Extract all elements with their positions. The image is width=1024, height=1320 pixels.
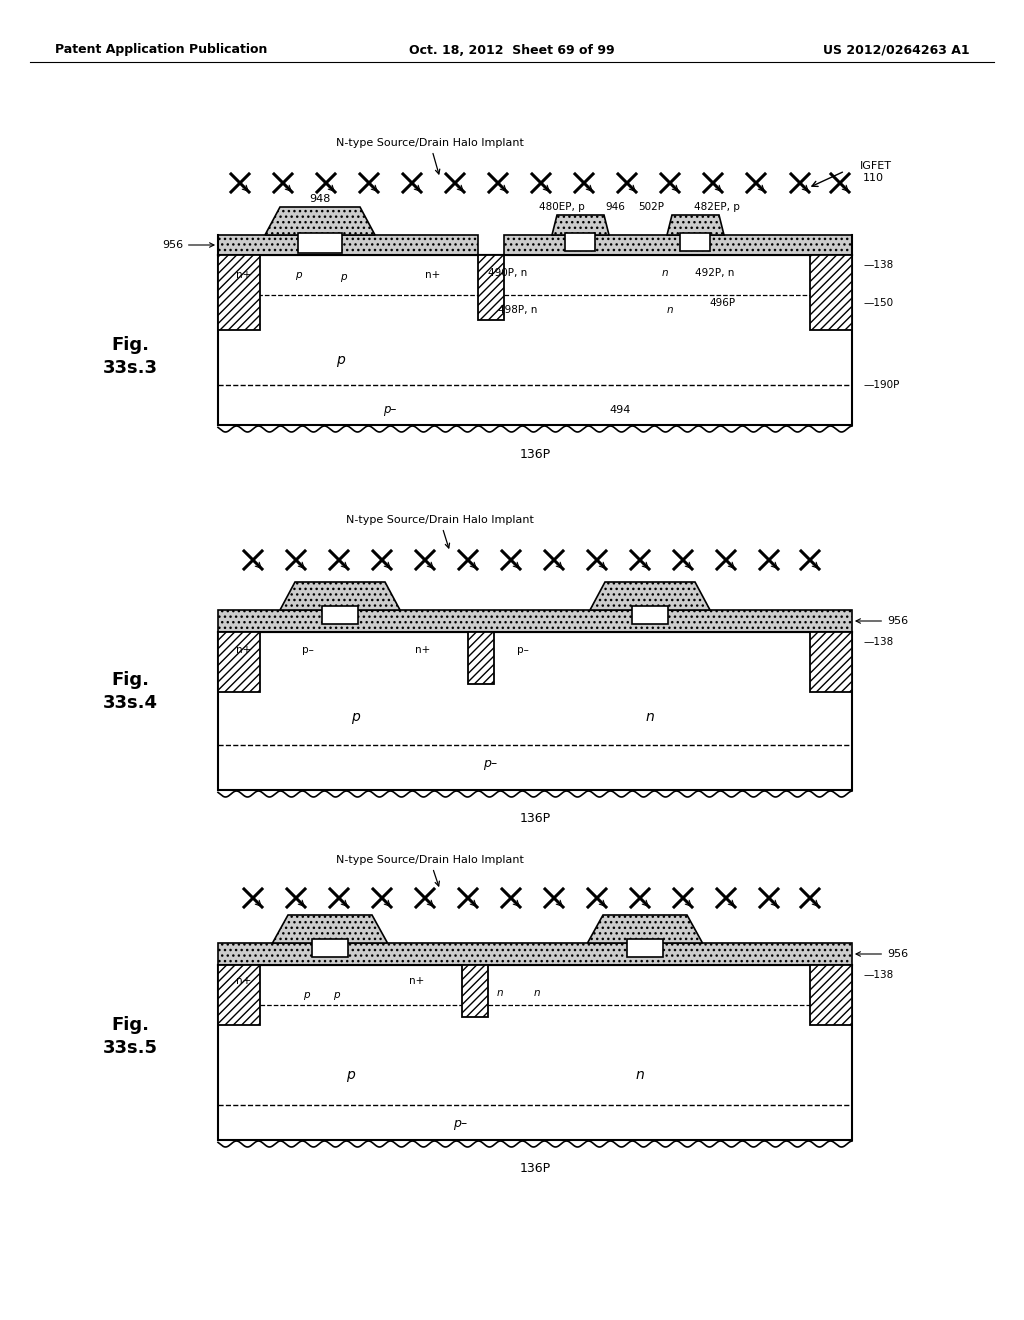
Bar <box>218 255 852 425</box>
Bar <box>680 234 710 251</box>
Text: p: p <box>350 710 359 723</box>
Text: —138: —138 <box>864 970 894 979</box>
Bar <box>322 606 358 624</box>
Text: 956: 956 <box>856 616 908 626</box>
Text: n: n <box>645 710 654 723</box>
Bar <box>218 632 852 789</box>
Text: 956: 956 <box>162 240 214 249</box>
Bar <box>298 234 342 253</box>
Bar <box>218 942 852 965</box>
Text: 480EP, p: 480EP, p <box>539 202 585 213</box>
Text: 492P, n: 492P, n <box>695 268 734 279</box>
Bar <box>810 632 852 692</box>
Text: p: p <box>340 272 346 282</box>
Text: Oct. 18, 2012  Sheet 69 of 99: Oct. 18, 2012 Sheet 69 of 99 <box>410 44 614 57</box>
Text: p–: p– <box>517 645 529 655</box>
Bar <box>218 632 260 692</box>
Text: n: n <box>662 268 669 279</box>
Text: p: p <box>336 352 344 367</box>
Text: n: n <box>534 987 541 998</box>
Polygon shape <box>265 207 375 235</box>
Text: 956: 956 <box>856 949 908 960</box>
Text: p–: p– <box>483 756 497 770</box>
Text: p: p <box>346 1068 354 1082</box>
Text: N-type Source/Drain Halo Implant: N-type Source/Drain Halo Implant <box>336 139 524 174</box>
Text: N-type Source/Drain Halo Implant: N-type Source/Drain Halo Implant <box>336 855 524 886</box>
Bar <box>218 610 852 632</box>
Text: n+: n+ <box>410 975 425 986</box>
Text: n+: n+ <box>416 645 431 655</box>
Text: 33s.4: 33s.4 <box>102 694 158 711</box>
Text: 502P: 502P <box>638 202 664 213</box>
Text: p–: p– <box>383 404 396 417</box>
Text: —138: —138 <box>864 260 894 271</box>
Bar <box>627 939 663 957</box>
Text: n+: n+ <box>237 975 252 986</box>
Text: 946: 946 <box>605 202 625 213</box>
Polygon shape <box>590 582 710 610</box>
Bar <box>462 965 488 1016</box>
Text: Fig.: Fig. <box>111 1016 150 1034</box>
Text: 136P: 136P <box>519 449 551 462</box>
Text: 136P: 136P <box>519 812 551 825</box>
Text: —190P: —190P <box>864 380 900 389</box>
Text: 136P: 136P <box>519 1162 551 1175</box>
Text: 494: 494 <box>609 405 631 414</box>
Text: n: n <box>636 1068 644 1082</box>
Bar <box>218 965 260 1026</box>
Bar <box>218 255 260 330</box>
Text: —150: —150 <box>864 298 894 308</box>
Text: p–: p– <box>302 645 314 655</box>
Text: N-type Source/Drain Halo Implant: N-type Source/Drain Halo Implant <box>346 515 534 548</box>
Bar <box>218 235 478 255</box>
Bar <box>632 606 668 624</box>
Text: Fig.: Fig. <box>111 671 150 689</box>
Bar <box>468 632 494 684</box>
Text: p: p <box>333 990 339 1001</box>
Text: p–: p– <box>453 1117 467 1130</box>
Text: IGFET: IGFET <box>860 161 892 172</box>
Text: 33s.3: 33s.3 <box>102 359 158 378</box>
Bar <box>218 965 852 1140</box>
Polygon shape <box>280 582 400 610</box>
Text: 948: 948 <box>309 194 331 205</box>
Text: n+: n+ <box>425 271 440 280</box>
Text: Patent Application Publication: Patent Application Publication <box>55 44 267 57</box>
Bar <box>312 939 348 957</box>
Text: 498P, n: 498P, n <box>499 305 538 315</box>
Bar <box>810 255 852 330</box>
Text: 33s.5: 33s.5 <box>102 1039 158 1057</box>
Bar <box>504 235 852 255</box>
Text: 496P: 496P <box>710 298 736 308</box>
Text: 490P, n: 490P, n <box>488 268 527 279</box>
Text: Fig.: Fig. <box>111 337 150 354</box>
Polygon shape <box>272 915 387 942</box>
Polygon shape <box>552 215 609 235</box>
Bar <box>810 965 852 1026</box>
Text: n+: n+ <box>237 645 252 655</box>
Bar <box>478 255 504 319</box>
Polygon shape <box>667 215 724 235</box>
Text: p: p <box>303 990 309 1001</box>
Text: 110: 110 <box>863 173 884 183</box>
Text: —138: —138 <box>864 638 894 647</box>
Text: n: n <box>667 305 674 315</box>
Text: n+: n+ <box>237 271 252 280</box>
Text: US 2012/0264263 A1: US 2012/0264263 A1 <box>823 44 970 57</box>
Text: 482EP, p: 482EP, p <box>694 202 740 213</box>
Text: n: n <box>497 987 504 998</box>
Bar <box>565 234 595 251</box>
Text: p: p <box>295 271 301 280</box>
Polygon shape <box>588 915 702 942</box>
